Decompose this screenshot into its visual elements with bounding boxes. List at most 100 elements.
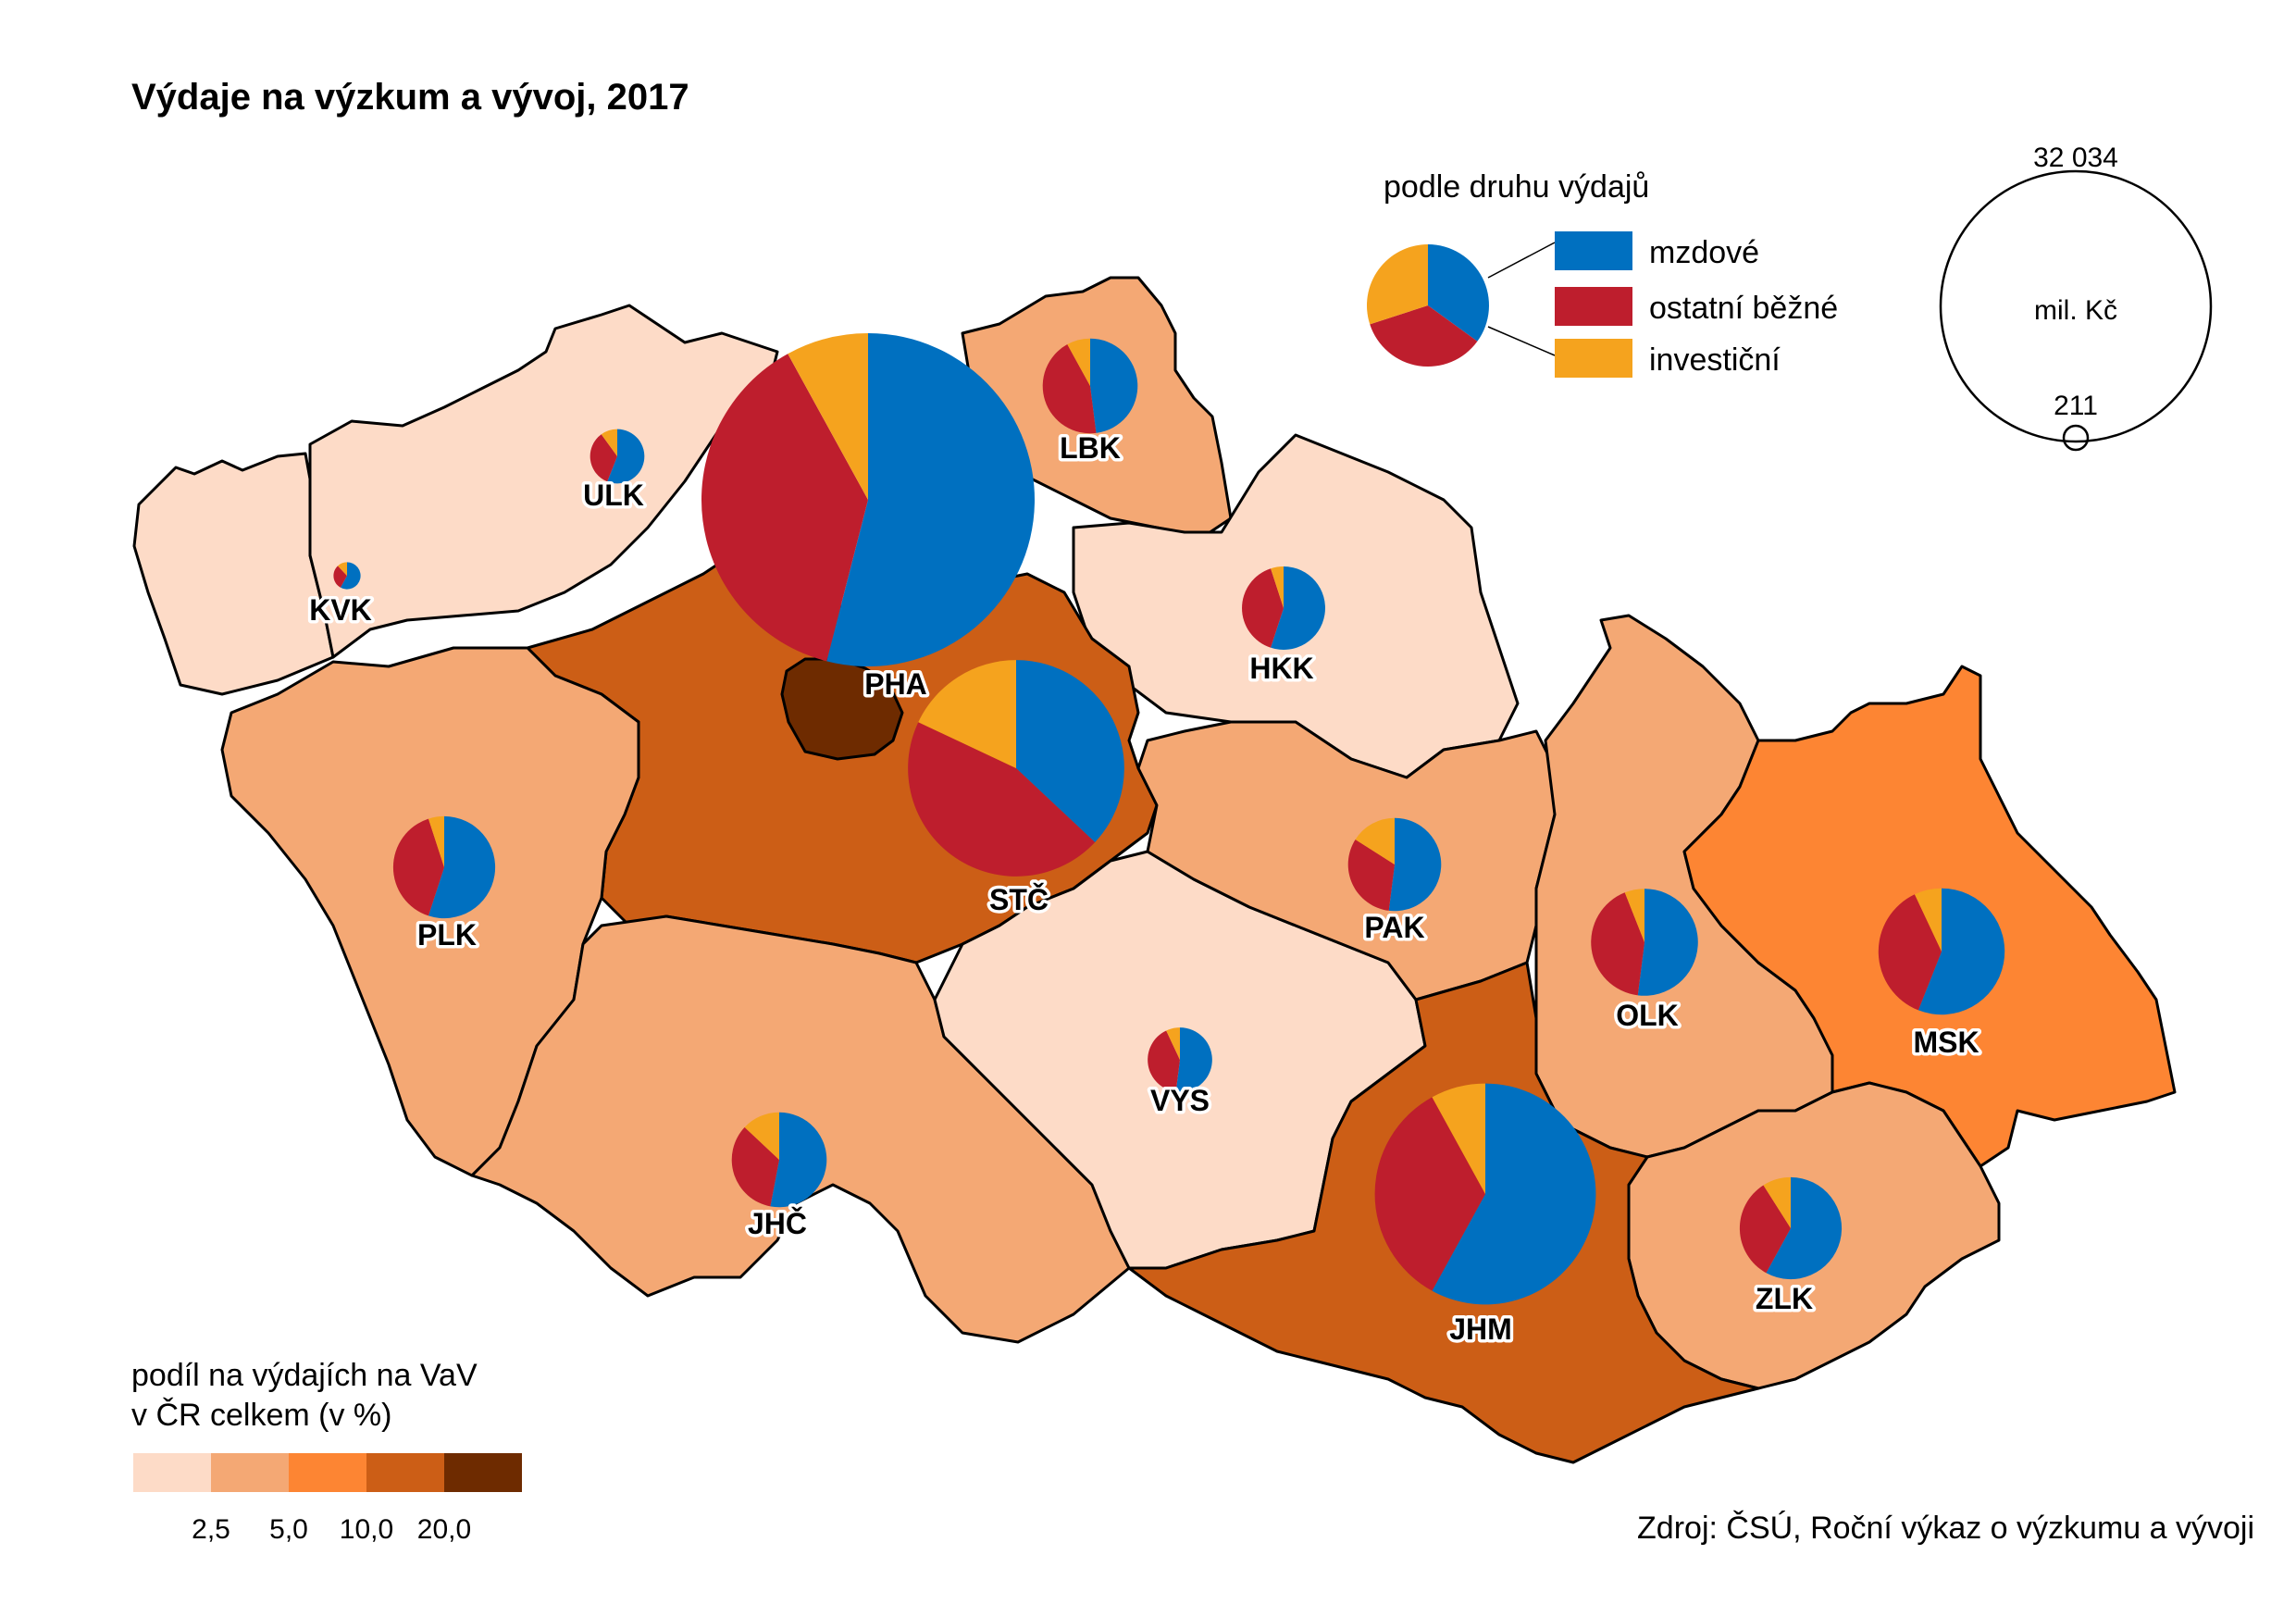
legend-class-3 [289,1453,366,1492]
region-label-pak: PAK [1364,911,1424,944]
size-legend-unit: mil. Kč [2034,295,2117,326]
pie-jhc-slice-investicni [744,1112,779,1160]
legend-class-5 [444,1453,522,1492]
pie-pak-slice-mzdove [1388,817,1442,912]
pie-kvk-slice-ostatni [333,566,347,588]
pie-pha-slice-investicni [788,333,868,500]
choropleth-legend: podíl na výdajích na VaV v ČR celkem (v … [131,1358,522,1545]
pie-plk [392,815,496,919]
pie-hkk [1242,566,1325,650]
pie-zlk-slice-mzdove [1766,1176,1843,1280]
pie-pak [1347,817,1442,912]
size-legend-min-circle [2062,424,2090,452]
pie-msk-slice-mzdove [1917,888,2005,1015]
legend-class-4 [366,1453,444,1492]
pie-olk [1591,889,1698,996]
pie-hkk-slice-investicni [1271,566,1284,608]
pie-ulk [590,429,645,484]
choropleth-legend-title-1: podíl na výdajích na VaV [131,1358,478,1393]
pie-legend-title: podle druhu výdajů [1384,169,1649,205]
region-label-olk: OLK [1616,999,1679,1032]
region-label-zlk: ZLK [1756,1282,1813,1315]
region-label-lbk: LBK [1060,431,1121,465]
legend-label-ostatni: ostatní běžné [1649,291,1838,326]
source-note: Zdroj: ČSÚ, Roční výkaz o výzkumu a vývo… [1637,1511,2254,1546]
pie-layer [333,333,2005,1305]
region-label-ulk: ULK [583,479,644,512]
pie-olk-slice-mzdove [1637,889,1698,996]
pie-kvk-slice-investicni [337,562,347,576]
legend-break-3: 10,0 [340,1514,393,1545]
legend-label-mzdove: mzdové [1649,235,1759,270]
pie-lbk-slice-ostatni [1042,344,1097,434]
pie-msk [1878,888,2005,1015]
pie-jhm-slice-mzdove [1432,1083,1596,1305]
region-kvk [132,452,335,696]
legend-break-4: 20,0 [417,1514,471,1545]
legend-swatch-ostatni [1555,287,1632,326]
pie-plk-slice-investicni [428,815,444,867]
pie-hkk-slice-mzdove [1271,566,1325,650]
region-label-pha: PHA [864,667,927,701]
legend-pie [1366,244,1489,367]
pie-pak-slice-investicni [1355,817,1395,864]
legend-class-2 [211,1453,289,1492]
pie-stc [908,660,1124,877]
pie-plk-slice-ostatni [392,818,444,916]
size-legend-min-label: 211 [2054,391,2098,421]
legend-break-1: 2,5 [192,1514,230,1545]
pie-vys [1148,1027,1212,1092]
pie-msk-slice-investicni [1914,888,1942,952]
pie-ulk-slice-investicni [601,429,617,456]
pie-zlk-slice-ostatni [1739,1185,1791,1274]
region-label-hkk: HKK [1249,652,1313,685]
pie-stc-slice-ostatni [908,722,1096,877]
legend-break-2: 5,0 [269,1514,308,1545]
legend-swatch-investicni [1555,339,1632,378]
pie-lbk [1042,338,1138,434]
legend-connector-top [1487,242,1556,279]
pie-jhc-slice-ostatni [731,1126,779,1207]
legend-pie-slice-mzdove [1428,244,1489,342]
pie-vys-slice-investicni [1166,1027,1180,1060]
pie-stc-slice-investicni [918,660,1016,768]
legend-label-investicni: investiční [1649,342,1781,378]
legend-pie-slice-investicni [1366,244,1428,325]
size-legend: 32 034 mil. Kč 211 [1939,143,2213,452]
pie-vys-slice-ostatni [1148,1030,1180,1092]
region-label-stc: STČ [989,883,1049,916]
pie-kvk [333,562,361,590]
region-label-jhc: JHČ [748,1207,807,1240]
pie-zlk-slice-investicni [1763,1176,1791,1228]
pie-lbk-slice-mzdove [1090,338,1138,433]
pie-legend: podle druhu výdajů mzdové ostatní běžné … [1366,169,1838,378]
pie-kvk-slice-mzdove [340,562,361,590]
pie-pha [701,333,1035,666]
pie-jhm-slice-investicni [1432,1083,1485,1194]
pie-olk-slice-ostatni [1591,892,1644,996]
legend-pie-slice-ostatni [1370,305,1478,367]
region-label-kvk: KVK [309,593,372,627]
pie-stc-slice-mzdove [1016,660,1124,842]
pie-jhc [731,1112,827,1208]
pie-jhc-slice-mzdove [770,1112,827,1208]
pie-lbk-slice-investicni [1067,338,1090,386]
size-legend-max-circle [1939,169,2213,443]
pie-jhm-slice-ostatni [1374,1097,1485,1291]
region-label-plk: PLK [417,918,477,952]
legend-class-1 [133,1453,211,1492]
pie-ulk-slice-ostatni [590,434,617,482]
pie-ulk-slice-mzdove [607,429,645,484]
legend-swatch-mzdove [1555,231,1632,270]
label-layer: PHA STČ JHM MSK PLK JHČ OLK ZLK PAK LBK HKK VYS ULK K… [306,429,1982,1350]
pie-msk-slice-ostatni [1878,894,1942,1011]
pie-plk-slice-mzdove [428,815,496,919]
map-title: Výdaje na výzkum a vývoj, 2017 [131,77,689,118]
size-legend-max-label: 32 034 [2033,143,2118,173]
pie-vys-slice-mzdove [1175,1027,1212,1092]
region-label-jhm: JHM [1449,1312,1512,1346]
pie-olk-slice-investicni [1624,889,1644,942]
region-label-vys: VYS [1150,1084,1210,1117]
pie-hkk-slice-ostatni [1242,568,1284,648]
